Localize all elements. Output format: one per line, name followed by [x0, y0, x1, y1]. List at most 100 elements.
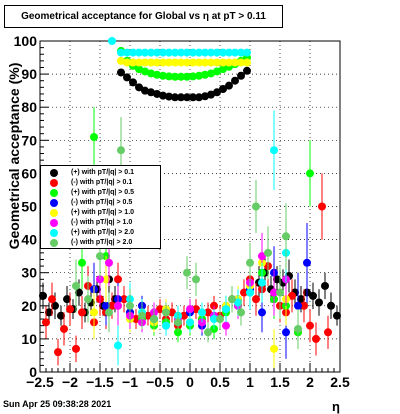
data-point: [135, 48, 143, 57]
series-8: [72, 117, 302, 349]
data-point: [117, 68, 125, 77]
data-point: [183, 58, 191, 67]
data-point: [117, 146, 125, 155]
data-point: [159, 91, 167, 100]
legend-label: (+) with pT/|q| > 0.5: [71, 189, 135, 196]
data-point: [252, 202, 260, 211]
data-point: [201, 58, 209, 67]
legend-marker: [50, 229, 58, 237]
data-point: [186, 305, 194, 314]
data-point: [201, 70, 209, 79]
legend-label: (+) with pT/|q| > 0.1: [71, 169, 135, 176]
legend-entry: (-) with pT/|q| > 0.5: [41, 198, 160, 208]
data-point: [207, 48, 215, 57]
data-point: [102, 275, 110, 284]
y-tick-label: 100: [14, 33, 38, 49]
chart-title: Geometrical acceptance for Global vs η a…: [21, 11, 266, 22]
legend-marker: [50, 189, 58, 197]
data-point: [231, 76, 239, 85]
legend: (+) with pT/|q| > 0.1 (-) with pT/|q| > 0…: [40, 165, 161, 249]
data-point: [237, 58, 245, 67]
legend-entry: (+) with pT/|q| > 1.0: [41, 208, 160, 218]
data-point: [120, 295, 128, 304]
data-point: [243, 66, 251, 75]
data-point: [147, 88, 155, 97]
y-tick-label: 50: [21, 199, 37, 215]
data-point: [276, 288, 284, 297]
timestamp: Sun Apr 25 09:38:28 2021: [3, 399, 112, 409]
data-point: [258, 278, 266, 287]
data-point: [132, 315, 140, 324]
data-point: [201, 48, 209, 57]
data-point: [228, 295, 236, 304]
data-point: [78, 258, 86, 267]
data-point: [231, 58, 239, 67]
legend-label: (-) with pT/|q| > 0.5: [71, 199, 133, 206]
data-point: [63, 295, 71, 304]
data-point: [282, 328, 290, 337]
legend-marker: [50, 179, 58, 187]
x-tick-label: 0.5: [210, 374, 230, 390]
data-point: [162, 321, 170, 330]
y-tick-label: 60: [21, 165, 37, 181]
data-point: [273, 275, 281, 284]
data-point: [177, 72, 185, 81]
y-axis-label: Geometrical acceptance (%): [6, 63, 22, 250]
data-point: [219, 48, 227, 57]
data-point: [144, 311, 152, 320]
data-point: [66, 305, 74, 314]
data-point: [150, 315, 158, 324]
data-point: [165, 48, 173, 57]
data-point: [225, 81, 233, 90]
legend-label: (+) with pT/|q| > 1.0: [71, 209, 135, 216]
data-point: [162, 308, 170, 317]
data-point: [234, 298, 242, 307]
data-point: [213, 48, 221, 57]
data-point: [246, 258, 254, 267]
data-point: [75, 288, 83, 297]
data-point: [129, 78, 137, 87]
x-axis-label: η: [332, 399, 340, 414]
data-point: [39, 291, 47, 300]
data-point: [300, 301, 308, 310]
axes: −2.5 −2 −1.5 −1 −0.5 0 0.5 1 1.5 2 2.5 0 10 20 30 40 50 6…: [14, 33, 350, 390]
data-point: [207, 90, 215, 99]
legend-marker: [50, 199, 58, 207]
data-point: [108, 301, 116, 310]
data-point: [153, 70, 161, 79]
data-point: [204, 328, 212, 337]
data-point: [312, 334, 320, 343]
data-point: [102, 301, 110, 310]
data-point: [222, 321, 230, 330]
data-point: [264, 248, 272, 257]
data-point: [195, 58, 203, 67]
data-point: [141, 67, 149, 76]
data-point: [213, 67, 221, 76]
y-tick-label: 30: [21, 265, 37, 281]
data-point: [147, 69, 155, 78]
data-point: [225, 58, 233, 67]
data-point: [189, 58, 197, 67]
data-point: [129, 58, 137, 67]
data-point: [114, 341, 122, 350]
data-point: [333, 311, 341, 320]
data-point: [54, 348, 62, 357]
legend-label: (-) with pT/|q| > 2.0: [71, 239, 133, 246]
data-point: [141, 48, 149, 57]
x-tick-label: 1.5: [270, 374, 290, 390]
data-point: [219, 65, 227, 74]
x-tick-label: 2.5: [330, 374, 350, 390]
data-point: [129, 48, 137, 57]
data-point: [225, 48, 233, 57]
data-point: [309, 291, 317, 300]
legend-entry: (-) with pT/|q| > 2.0: [41, 238, 160, 248]
legend-entry: (-) with pT/|q| > 1.0: [41, 218, 160, 228]
data-point: [189, 72, 197, 81]
data-point: [135, 58, 143, 67]
data-point: [141, 58, 149, 67]
data-point: [72, 344, 80, 353]
data-point: [117, 56, 125, 65]
legend-marker: [50, 169, 58, 177]
data-point: [282, 232, 290, 241]
data-point: [294, 324, 302, 333]
